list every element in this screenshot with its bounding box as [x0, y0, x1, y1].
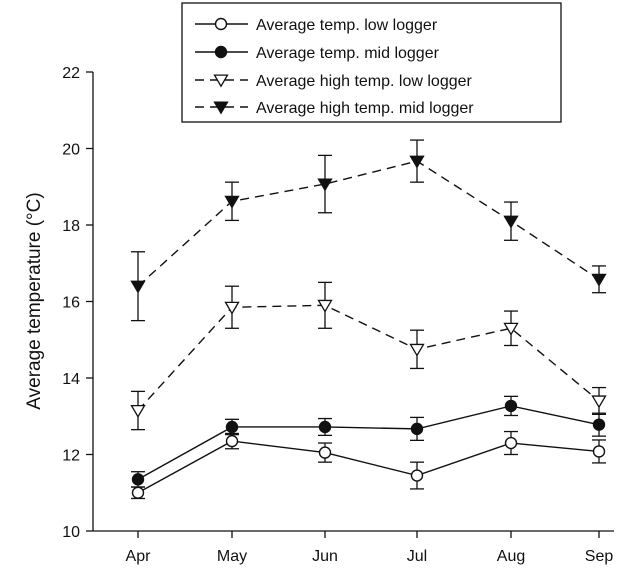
y-tick-label: 22	[62, 65, 80, 82]
y-axis-title: Average temperature (°C)	[24, 192, 45, 409]
x-tick-label: Jul	[407, 548, 427, 565]
legend-label: Average temp. mid logger	[256, 45, 440, 62]
legend-label: Average high temp. low logger	[256, 73, 473, 90]
legend-label: Average high temp. mid logger	[256, 100, 474, 117]
data-point	[318, 446, 332, 459]
data-point	[503, 215, 519, 229]
x-tick-label: Aug	[497, 548, 525, 565]
x-tick-label: Jun	[312, 548, 338, 565]
data-point	[213, 101, 229, 115]
data-point	[130, 404, 146, 418]
data-point	[225, 434, 239, 448]
legend-box	[181, 2, 562, 123]
data-point	[409, 155, 425, 169]
x-tick-label: May	[217, 548, 247, 565]
y-tick-label: 14	[62, 371, 80, 388]
legend-items: Average temp. low logger Average temp. mi…	[195, 17, 474, 117]
data-point	[592, 418, 606, 431]
series-2	[131, 395, 606, 488]
data-point	[131, 473, 145, 486]
data-point	[410, 422, 424, 436]
y-ticks: 10 12 14 16 18 20 22	[62, 65, 93, 541]
series-line	[137, 304, 600, 411]
y-tick-label: 10	[62, 524, 80, 541]
data-point	[214, 45, 228, 59]
data-point	[224, 195, 240, 209]
data-point	[225, 420, 239, 434]
y-tick-label: 12	[62, 448, 80, 465]
legend-label: Average temp. low logger	[256, 17, 438, 34]
data-point	[317, 299, 333, 313]
data-point	[591, 395, 607, 409]
series-1	[131, 430, 606, 500]
x-ticks: Apr May Jun Jul Aug Sep	[126, 531, 614, 565]
series-line	[137, 440, 600, 494]
data-point	[317, 178, 333, 192]
y-tick-label: 20	[62, 142, 80, 159]
data-point	[504, 399, 518, 413]
x-tick-label: Apr	[126, 548, 152, 565]
data-point	[409, 343, 425, 357]
series-line	[137, 405, 600, 480]
data-point	[591, 273, 607, 287]
y-tick-label: 16	[62, 295, 80, 312]
series-4	[130, 139, 607, 322]
data-point	[130, 280, 146, 294]
series-3	[130, 281, 607, 431]
series-line	[137, 160, 600, 287]
x-tick-label: Sep	[585, 548, 614, 565]
legend: Average temp. low logger Average temp. mi…	[181, 2, 562, 123]
data-point	[592, 445, 606, 458]
data-point	[214, 17, 228, 31]
data-point	[503, 322, 519, 336]
data-point	[224, 301, 240, 315]
data-point	[410, 469, 424, 482]
data-point	[213, 74, 229, 88]
data-point	[131, 486, 145, 499]
data-point	[504, 436, 518, 450]
series-layer	[130, 139, 607, 500]
y-tick-label: 18	[62, 218, 80, 235]
data-point	[318, 420, 332, 434]
